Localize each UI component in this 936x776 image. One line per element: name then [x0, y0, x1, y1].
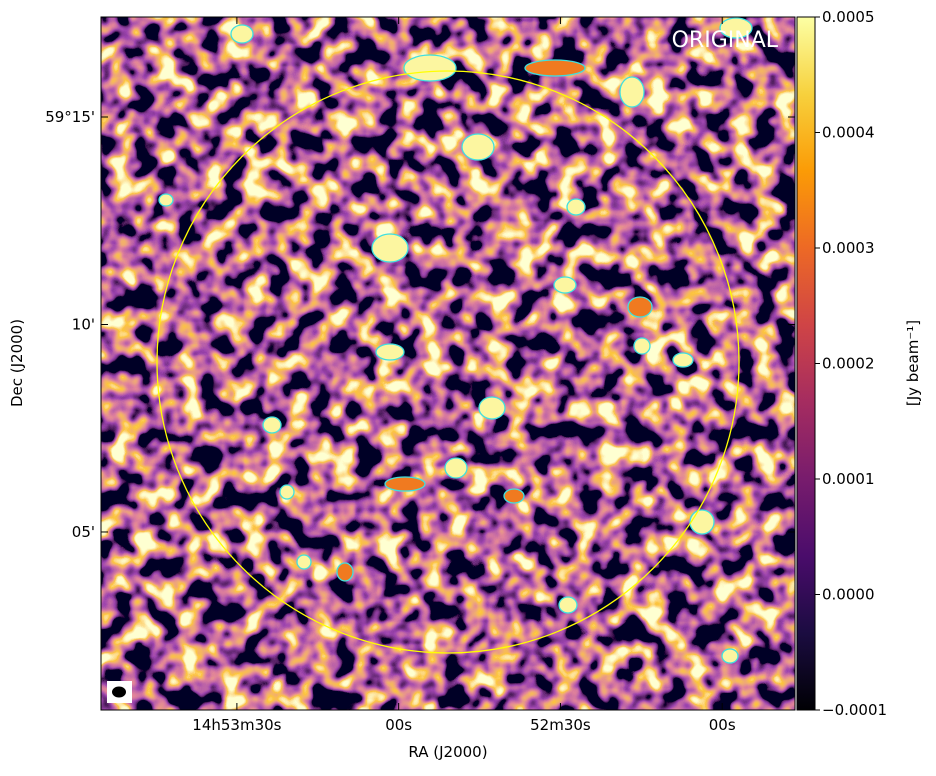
beam — [112, 686, 126, 698]
annotation: ORIGINAL — [672, 28, 779, 53]
colorbar-tick-label: 0.0003 — [822, 239, 875, 257]
y-axis-label: Dec (J2000) — [8, 319, 26, 407]
x-tick-label: 00s — [385, 716, 412, 734]
colorbar-label: [Jy beam⁻¹] — [904, 320, 922, 406]
colorbar — [796, 16, 816, 711]
colorbar-tick-label: 0.0002 — [822, 355, 875, 373]
colorbar-tick-label: −0.0001 — [822, 701, 887, 719]
x-tick-label: 00s — [709, 716, 736, 734]
y-tick-label: 10' — [72, 315, 95, 333]
plot-frame — [100, 16, 796, 711]
y-tick-label: 59°15' — [45, 108, 95, 126]
colorbar-tick-label: 0.0000 — [822, 586, 875, 604]
x-tick-label: 14h53m30s — [192, 716, 281, 734]
colorbar-tick-label: 0.0005 — [822, 8, 875, 26]
colorbar-tick-label: 0.0004 — [822, 124, 875, 142]
sources — [158, 17, 753, 664]
x-tick-label: 52m30s — [530, 716, 591, 734]
x-axis-label: RA (J2000) — [408, 743, 487, 761]
colorbar-tick-label: 0.0001 — [822, 470, 875, 488]
y-tick-label: 05' — [72, 523, 95, 541]
image — [101, 17, 795, 710]
field-circle — [156, 70, 740, 654]
